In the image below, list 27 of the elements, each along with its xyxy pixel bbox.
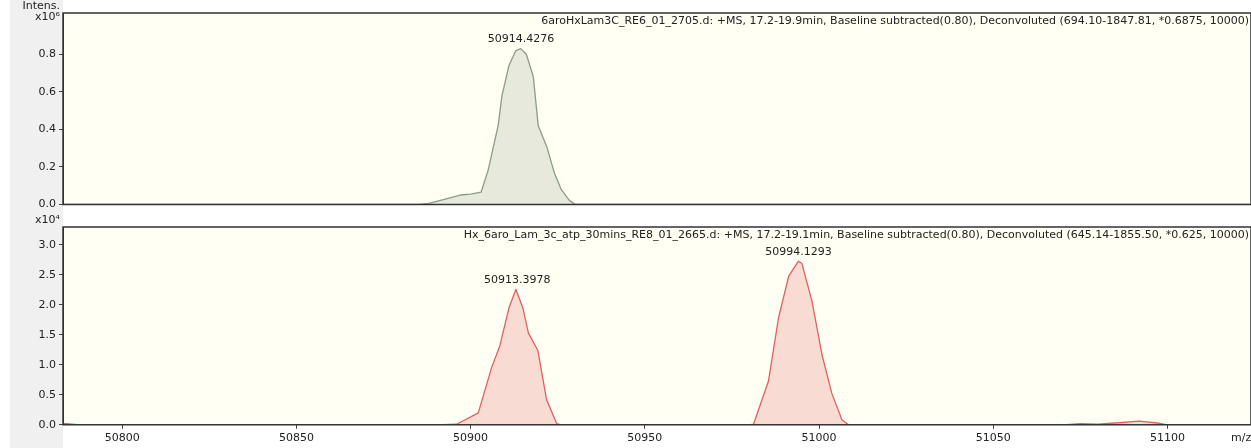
x-tick-label: 50800 xyxy=(104,431,140,445)
y-axis-title: Intens. x10⁶ xyxy=(22,0,61,24)
y-tick-label: 1.5 xyxy=(38,327,56,341)
x-tick-label: 51000 xyxy=(801,431,837,445)
y-tick-label: 0.2 xyxy=(38,159,56,173)
x-tick-label: 50950 xyxy=(627,431,663,445)
annotation: 50914.4276 xyxy=(487,32,555,46)
x-axis-title: m/z xyxy=(1231,431,1251,445)
y-tick-label: 3.0 xyxy=(38,237,56,251)
y-tick-label: 0.0 xyxy=(38,417,56,431)
chart-title: 6aroHxLam3C_RE6_01_2705.d: +MS, 17.2-19.9min, Baseline subtracted(0.80), Deconvoluted (694.10-1847.81, *0.6875, 10000) xyxy=(541,14,1249,28)
y-tick-label: 0.4 xyxy=(38,122,56,136)
x-tick-label: 50850 xyxy=(278,431,314,445)
chart-title: Hx_6aro_Lam_3c_atp_30mins_RE8_01_2665.d: +MS, 17.2-19.1min, Baseline subtracted(0.80), Deconvoluted (645.14-1855.50, *0.625, 10000) xyxy=(463,228,1249,242)
x-tick-label: 51050 xyxy=(975,431,1011,445)
annotation: 50913.3978 xyxy=(484,272,551,286)
y-tick-label: 0.5 xyxy=(38,387,56,401)
y-axis-title: x10⁴ xyxy=(35,213,61,227)
y-tick-label: 0.6 xyxy=(38,84,56,98)
y-tick-label: 0.0 xyxy=(38,197,56,211)
y-tick-label: 2.5 xyxy=(38,267,56,281)
annotation: 50994.1293 xyxy=(765,244,832,258)
x-tick-label: 51100 xyxy=(1149,431,1185,445)
y-tick-label: 2.0 xyxy=(38,297,56,311)
y-tick-label: 1.0 xyxy=(38,357,56,371)
x-tick-label: 50900 xyxy=(453,431,489,445)
y-tick-label: 0.8 xyxy=(38,47,56,61)
